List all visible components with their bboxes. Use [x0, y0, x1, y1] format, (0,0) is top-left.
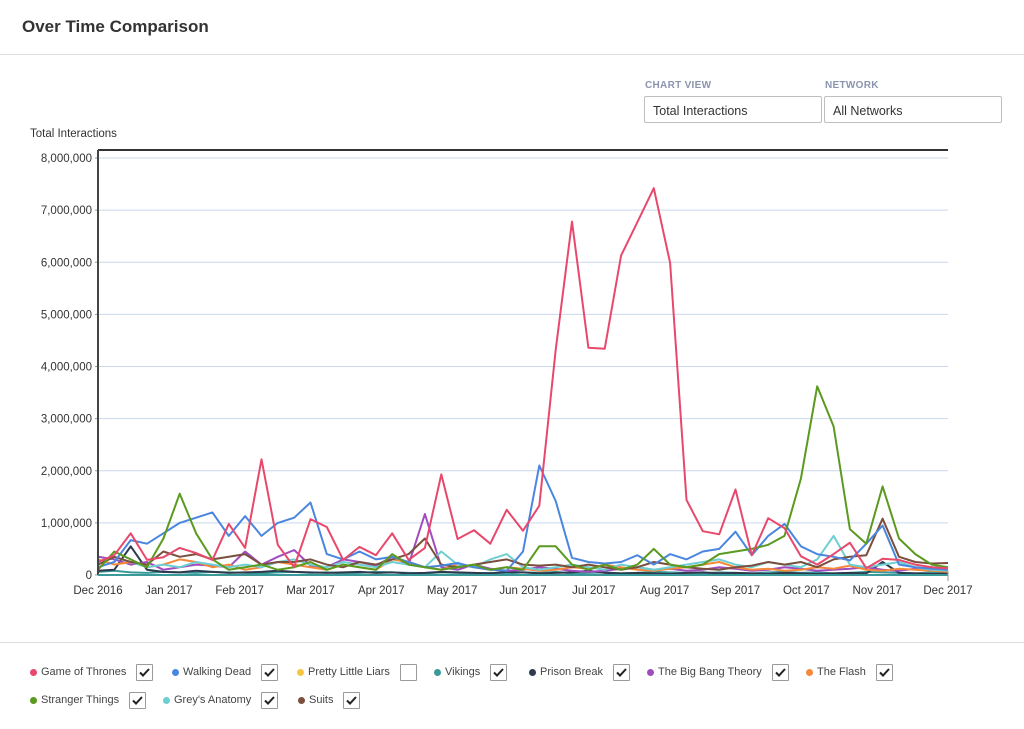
page-title: Over Time Comparison [22, 17, 209, 36]
legend-label: Suits [309, 694, 334, 706]
network-select[interactable]: All Networks [824, 96, 1002, 123]
legend-label: The Flash [817, 666, 866, 678]
legend-item[interactable]: The Flash [806, 662, 893, 682]
x-axis-ticks: Dec 2016 Jan 2017 Feb 2017 Mar 2017 Apr 2017… [73, 585, 972, 597]
legend-color-dot-icon [298, 696, 305, 704]
checkmark-icon [264, 667, 275, 677]
legend-checkbox[interactable] [875, 663, 893, 681]
x-tick-label: Jul 2017 [572, 585, 615, 597]
series-line-game-of-thrones [97, 187, 949, 570]
x-tick-label: Jan 2017 [145, 585, 192, 597]
series-line-stranger-things [97, 385, 949, 571]
legend-item[interactable]: Stranger Things [30, 690, 147, 710]
legend-color-dot-icon [30, 668, 37, 676]
x-tick-label: May 2017 [427, 585, 478, 597]
legend-item[interactable]: Vikings [434, 662, 508, 682]
chart-view-label: CHART VIEW [645, 80, 712, 91]
legend-label: Stranger Things [41, 694, 120, 706]
series-lines [97, 187, 949, 575]
legend-color-dot-icon [647, 668, 654, 676]
legend-checkbox[interactable] [136, 663, 154, 681]
y-tick-label: 2,000,000 [41, 466, 92, 478]
checkmark-icon [139, 667, 151, 677]
legend: Game of Thrones Walking Dead Pretty Little… [0, 642, 1024, 729]
x-tick-label: Dec 2016 [73, 585, 122, 597]
chart-svg: Total Interactions 0 1,000,000 2,000,000 3,… [30, 128, 973, 597]
network-label: NETWORK [825, 80, 879, 91]
checkmark-icon [493, 667, 505, 677]
legend-label: Walking Dead [183, 666, 252, 678]
legend-color-dot-icon [297, 668, 304, 676]
x-tick-label: Sep 2017 [711, 585, 760, 597]
legend-checkbox[interactable] [261, 663, 279, 681]
x-tick-label: Apr 2017 [358, 585, 405, 597]
legend-label: The Big Bang Theory [658, 666, 762, 678]
series-line-prison-break [97, 545, 949, 575]
x-tick-label: Oct 2017 [783, 585, 830, 597]
legend-checkbox[interactable] [129, 691, 147, 709]
legend-checkbox[interactable] [343, 691, 361, 709]
legend-color-dot-icon [172, 668, 179, 676]
y-axis-title: Total Interactions [30, 128, 117, 140]
legend-label: Prison Break [540, 666, 603, 678]
legend-checkbox[interactable] [399, 663, 417, 681]
legend-color-dot-icon [806, 668, 813, 676]
legend-label: Grey's Anatomy [174, 694, 252, 706]
legend-label: Pretty Little Liars [308, 666, 390, 678]
checkmark-icon [264, 695, 276, 705]
legend-color-dot-icon [163, 696, 170, 704]
checkmark-icon [775, 667, 786, 677]
legend-item[interactable]: Game of Thrones [30, 662, 154, 682]
x-tick-label: Mar 2017 [286, 585, 335, 597]
chart-view-select[interactable]: Total Interactions [644, 96, 822, 123]
y-tick-label: 0 [86, 570, 92, 582]
y-tick-label: 3,000,000 [41, 414, 92, 426]
legend-checkbox[interactable] [771, 663, 789, 681]
x-tick-label: Dec 2017 [923, 585, 972, 597]
y-axis-ticks: 0 1,000,000 2,000,000 3,000,000 4,000,000 5,0… [41, 153, 98, 582]
x-tick-label: Aug 2017 [640, 585, 689, 597]
legend-item[interactable]: Prison Break [529, 662, 630, 682]
y-tick-label: 7,000,000 [41, 205, 92, 217]
checkmark-icon [879, 667, 890, 677]
gridlines [98, 157, 948, 524]
y-tick-label: 6,000,000 [41, 257, 92, 269]
checkmark-icon [132, 695, 143, 705]
line-chart: Total Interactions 0 1,000,000 2,000,000 3,… [0, 120, 1024, 610]
x-tick-label: Feb 2017 [215, 585, 264, 597]
legend-item[interactable]: Grey's Anatomy [163, 690, 279, 710]
legend-label: Game of Thrones [41, 666, 127, 678]
page-header: Over Time Comparison [0, 0, 1024, 55]
legend-color-dot-icon [30, 696, 37, 704]
legend-item[interactable]: Walking Dead [172, 662, 279, 682]
checkmark-icon [346, 695, 358, 705]
y-tick-label: 4,000,000 [41, 362, 92, 374]
legend-checkbox[interactable] [261, 691, 279, 709]
legend-item[interactable]: The Big Bang Theory [647, 662, 789, 682]
legend-item[interactable]: Pretty Little Liars [297, 662, 417, 682]
legend-color-dot-icon [434, 668, 441, 676]
legend-checkbox[interactable] [490, 663, 508, 681]
x-tick-label: Jun 2017 [499, 585, 546, 597]
y-tick-label: 5,000,000 [41, 309, 92, 321]
y-tick-label: 1,000,000 [41, 518, 92, 530]
series-line-suits [97, 517, 949, 571]
legend-checkbox[interactable] [612, 663, 630, 681]
plot-frame [97, 149, 949, 581]
y-tick-label: 8,000,000 [41, 153, 92, 165]
checkmark-icon [616, 667, 627, 677]
legend-label: Vikings [445, 666, 481, 678]
legend-item[interactable]: Suits [298, 690, 361, 710]
x-tick-label: Nov 2017 [853, 585, 902, 597]
series-line-walking-dead [97, 464, 949, 572]
legend-color-dot-icon [529, 668, 536, 676]
